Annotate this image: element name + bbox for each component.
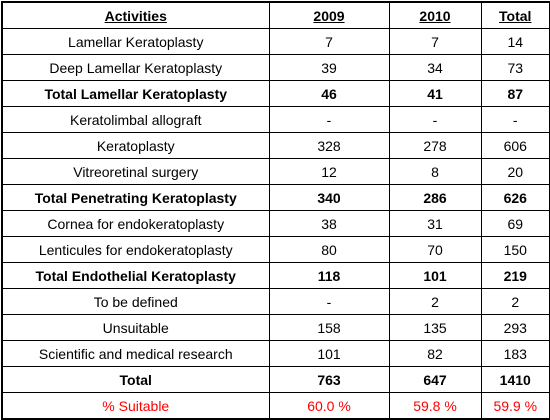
table-cell: 2 — [388, 288, 482, 315]
table-cell: 101 — [268, 340, 390, 367]
table-cell: 340 — [268, 184, 390, 211]
table-row: Unsuitable 158 135 293 — [1, 314, 550, 341]
header-cell: Total — [480, 1, 550, 29]
table-cell: Deep Lamellar Keratoplasty — [1, 54, 270, 81]
table-cell: 59.9 % — [480, 392, 550, 420]
table-cell: 763 — [268, 366, 390, 393]
header-cell: Activities — [1, 1, 270, 29]
table-cell: Keratoplasty — [1, 132, 270, 159]
table-cell: 118 — [268, 262, 390, 289]
table-row: Scientific and medical research 101 82 183 — [1, 340, 550, 367]
table-cell: 135 — [388, 314, 482, 341]
table-row: Keratoplasty 328 278 606 — [1, 132, 550, 159]
table-row: Lenticules for endokeratoplasty 80 70 150 — [1, 236, 550, 263]
table-cell: Keratolimbal allograft — [1, 106, 270, 133]
table-cell: 647 — [388, 366, 482, 393]
table-body: Lamellar Keratoplasty 7 7 14 Deep Lamellar K… — [1, 28, 550, 420]
table-cell: 278 — [388, 132, 482, 159]
table-cell: 12 — [268, 158, 390, 185]
table-cell: 219 — [480, 262, 550, 289]
table-cell: 328 — [268, 132, 390, 159]
table-cell: - — [388, 106, 482, 133]
table-cell: Lenticules for endokeratoplasty — [1, 236, 270, 263]
table-cell: 70 — [388, 236, 482, 263]
header-cell: 2009 — [268, 1, 390, 29]
table-cell: 183 — [480, 340, 550, 367]
table-cell: To be defined — [1, 288, 270, 315]
table-cell: 150 — [480, 236, 550, 263]
table-cell: Vitreoretinal surgery — [1, 158, 270, 185]
table-cell: 20 — [480, 158, 550, 185]
table-row: Lamellar Keratoplasty 7 7 14 — [1, 28, 550, 55]
table-row: Total Endothelial Keratoplasty 118 101 219 — [1, 262, 550, 289]
table-cell: 606 — [480, 132, 550, 159]
table-cell: - — [480, 106, 550, 133]
table-row: Total 763 647 1410 — [1, 366, 550, 393]
table-cell: 38 — [268, 210, 390, 237]
table-cell: 80 — [268, 236, 390, 263]
table-row: Keratolimbal allograft - - - — [1, 106, 550, 133]
table-cell: - — [268, 106, 390, 133]
table-cell: 7 — [388, 28, 482, 55]
table-row: Vitreoretinal surgery 12 8 20 — [1, 158, 550, 185]
table-cell: 1410 — [480, 366, 550, 393]
table-cell: 626 — [480, 184, 550, 211]
table-cell: % Suitable — [1, 392, 270, 420]
table-cell: 293 — [480, 314, 550, 341]
table-cell: Lamellar Keratoplasty — [1, 28, 270, 55]
table-cell: 7 — [268, 28, 390, 55]
header-cell: 2010 — [388, 1, 482, 29]
table-cell: 14 — [480, 28, 550, 55]
table-cell: 73 — [480, 54, 550, 81]
table-cell: 60.0 % — [268, 392, 390, 420]
table-cell: Scientific and medical research — [1, 340, 270, 367]
table-row: Total Penetrating Keratoplasty 340 286 626 — [1, 184, 550, 211]
table-cell: Total — [1, 366, 270, 393]
table-cell: 31 — [388, 210, 482, 237]
table-cell: 101 — [388, 262, 482, 289]
table-cell: Total Lamellar Keratoplasty — [1, 80, 270, 107]
table-row: % Suitable 60.0 % 59.8 % 59.9 % — [1, 392, 550, 420]
table-row: Total Lamellar Keratoplasty 46 41 87 — [1, 80, 550, 107]
table-row: Cornea for endokeratoplasty 38 31 69 — [1, 210, 550, 237]
table-cell: 8 — [388, 158, 482, 185]
table-row: Deep Lamellar Keratoplasty 39 34 73 — [1, 54, 550, 81]
table-cell: Cornea for endokeratoplasty — [1, 210, 270, 237]
table-cell: 82 — [388, 340, 482, 367]
table-cell: Total Endothelial Keratoplasty — [1, 262, 270, 289]
table-cell: 34 — [388, 54, 482, 81]
table-cell: 46 — [268, 80, 390, 107]
table-cell: 2 — [480, 288, 550, 315]
table-cell: - — [268, 288, 390, 315]
table-cell: 69 — [480, 210, 550, 237]
table-cell: 39 — [268, 54, 390, 81]
header-row: Activities 2009 2010 Total — [1, 1, 550, 29]
table-cell: Total Penetrating Keratoplasty — [1, 184, 270, 211]
table-cell: 158 — [268, 314, 390, 341]
table-cell: 87 — [480, 80, 550, 107]
table-cell: 59.8 % — [388, 392, 482, 420]
table-cell: 286 — [388, 184, 482, 211]
table-row: To be defined -2 2 — [1, 288, 550, 315]
table-cell: 41 — [388, 80, 482, 107]
table-cell: Unsuitable — [1, 314, 270, 341]
